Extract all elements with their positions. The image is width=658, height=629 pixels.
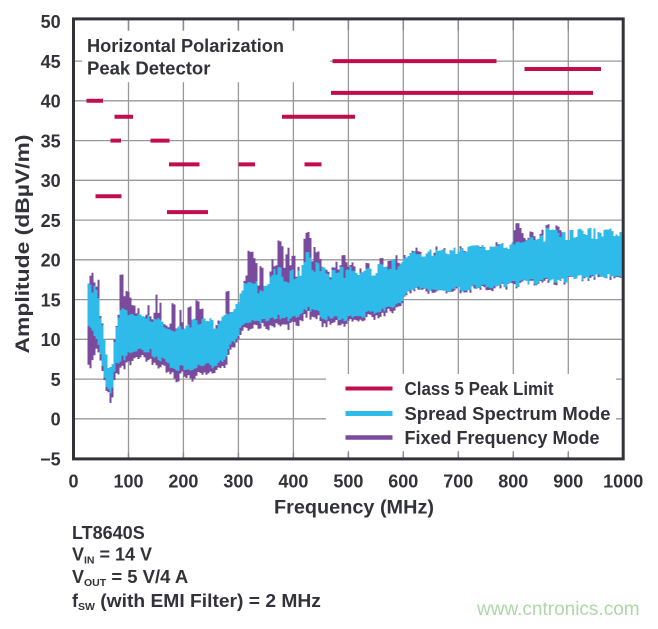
svg-text:1000: 1000 xyxy=(603,472,643,492)
svg-text:10: 10 xyxy=(41,330,61,350)
svg-text:300: 300 xyxy=(223,472,253,492)
svg-text:35: 35 xyxy=(41,131,61,151)
svg-text:45: 45 xyxy=(41,52,61,72)
svg-text:5: 5 xyxy=(51,370,61,390)
svg-text:fSW (with EMI Filter) = 2 MHz: fSW (with EMI Filter) = 2 MHz xyxy=(72,591,321,613)
svg-text:0: 0 xyxy=(51,410,61,430)
svg-text:800: 800 xyxy=(498,472,528,492)
svg-text:LT8640S: LT8640S xyxy=(72,523,145,543)
svg-text:400: 400 xyxy=(278,472,308,492)
svg-text:900: 900 xyxy=(553,472,583,492)
svg-text:Frequency (MHz): Frequency (MHz) xyxy=(274,497,434,519)
svg-text:100: 100 xyxy=(113,472,143,492)
svg-text:200: 200 xyxy=(168,472,198,492)
svg-text:www.cntronics.com: www.cntronics.com xyxy=(476,599,640,620)
svg-text:Horizontal Polarization: Horizontal Polarization xyxy=(87,35,284,56)
svg-text:15: 15 xyxy=(41,290,61,310)
svg-text:50: 50 xyxy=(41,12,61,32)
svg-text:600: 600 xyxy=(388,472,418,492)
svg-text:40: 40 xyxy=(41,92,61,112)
svg-text:500: 500 xyxy=(333,472,363,492)
svg-text:−5: −5 xyxy=(40,449,61,469)
svg-text:Class 5 Peak Limit: Class 5 Peak Limit xyxy=(405,379,554,399)
svg-text:Amplitude (dBµV/m): Amplitude (dBµV/m) xyxy=(12,135,34,354)
svg-text:Peak Detector: Peak Detector xyxy=(87,58,210,79)
svg-text:30: 30 xyxy=(41,171,61,191)
svg-text:Spread Spectrum Mode: Spread Spectrum Mode xyxy=(405,404,611,424)
svg-text:VIN = 14 V: VIN = 14 V xyxy=(72,545,152,567)
svg-text:Fixed Frequency Mode: Fixed Frequency Mode xyxy=(405,428,600,448)
svg-text:700: 700 xyxy=(443,472,473,492)
svg-text:20: 20 xyxy=(41,251,61,271)
svg-text:0: 0 xyxy=(68,472,78,492)
svg-text:25: 25 xyxy=(41,211,61,231)
